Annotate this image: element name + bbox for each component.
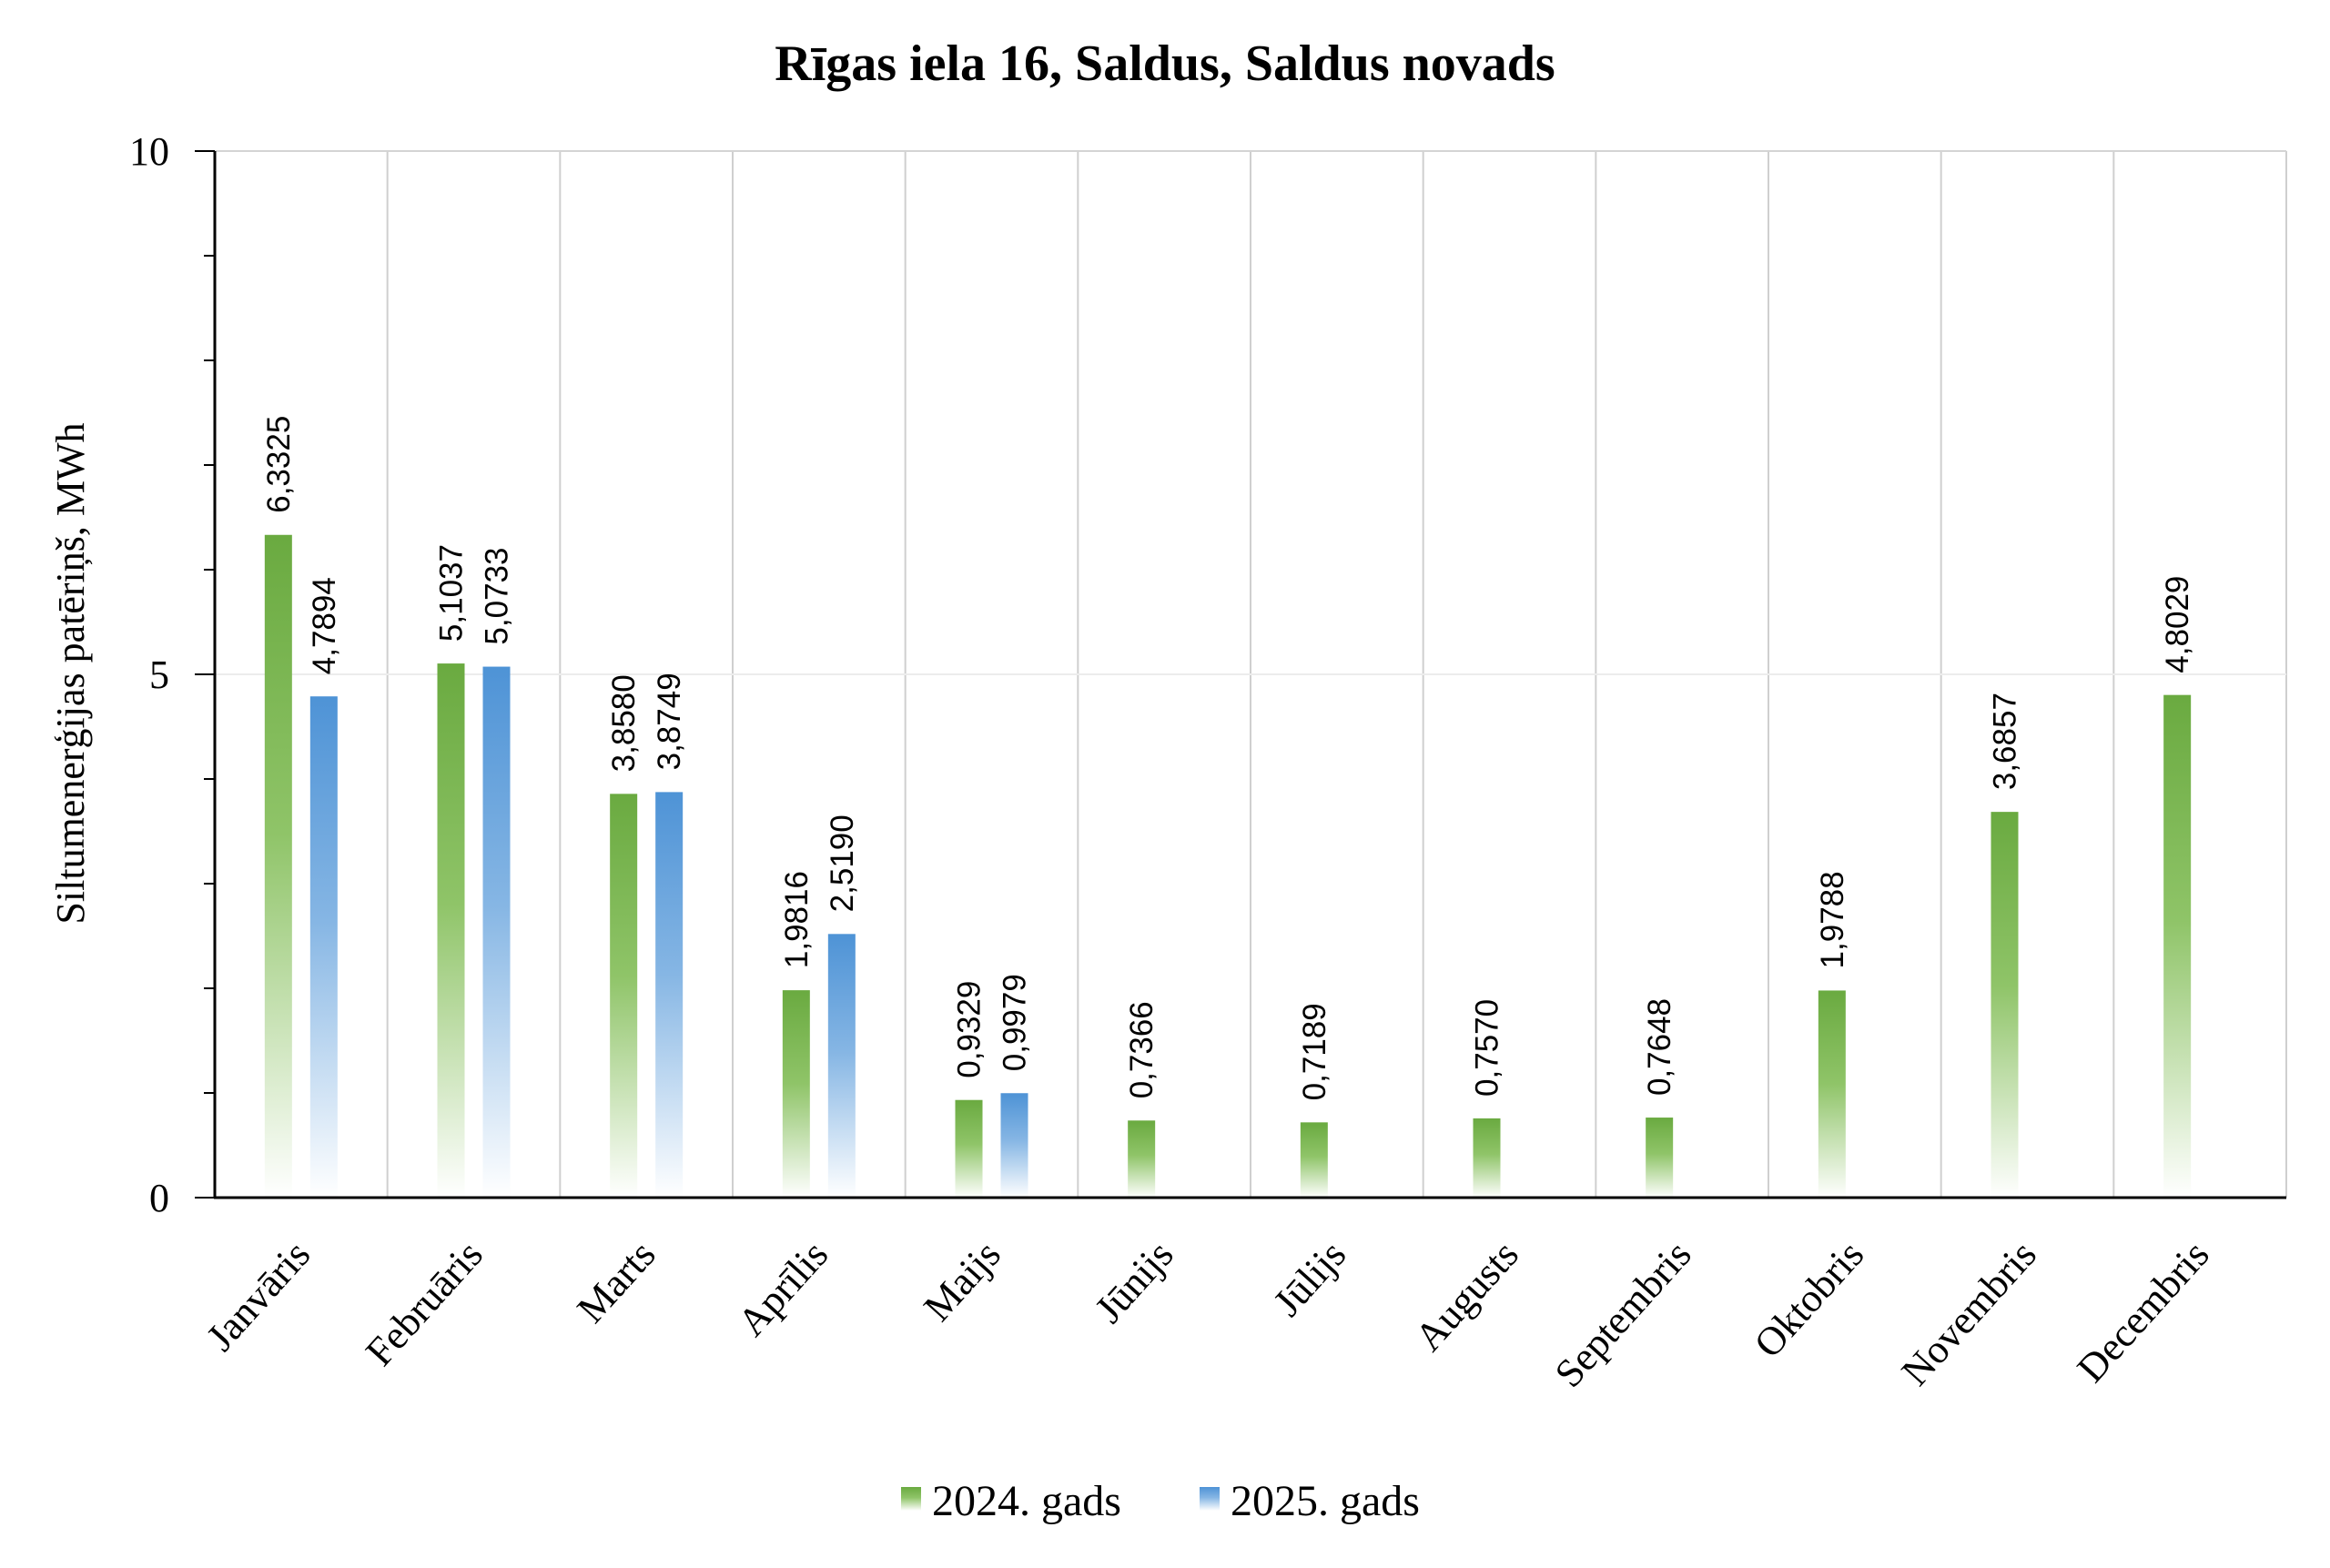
bar-2024 <box>1473 1118 1501 1198</box>
bar-2024 <box>955 1099 983 1198</box>
data-label: 4,7894 <box>307 577 342 674</box>
bar-2024 <box>2163 694 2192 1198</box>
bar-2024 <box>437 663 465 1198</box>
x-tick-label: Jūnijs <box>1086 1232 1181 1331</box>
x-tick-labels: Janvāris Februāris Marts Aprīlis Maijs Jūnijs… <box>198 1232 2217 1396</box>
bar-2025 <box>482 666 511 1198</box>
y-axis-label: Siltumenerģijas patēriņš, MWh <box>48 422 93 924</box>
x-tick-label: Janvāris <box>198 1232 319 1360</box>
data-label: 2,5190 <box>825 814 860 912</box>
data-label: 0,7570 <box>1470 999 1505 1097</box>
x-tick-label: Decembris <box>2069 1232 2218 1391</box>
x-tick-label: Oktobris <box>1746 1232 1872 1366</box>
bar-2025 <box>309 696 338 1198</box>
bar-2024 <box>1818 990 1846 1198</box>
bar-2024 <box>1991 812 2019 1198</box>
x-tick-label: Jūlijs <box>1265 1232 1355 1325</box>
bars <box>264 534 2192 1198</box>
x-tick-label: Novembris <box>1893 1232 2045 1394</box>
chart-title: Rīgas iela 16, Saldus, Saldus novads <box>775 35 1555 92</box>
data-label: 0,7366 <box>1124 1001 1160 1098</box>
data-label: 0,7189 <box>1297 1003 1332 1100</box>
data-labels: 6,3325 5,1037 3,8580 1,9816 0,9329 0,7366 0,71… <box>261 416 2195 1101</box>
y-tick-label: 0 <box>149 1176 169 1220</box>
data-label: 0,9329 <box>952 981 988 1078</box>
bar-2025 <box>655 792 684 1198</box>
axes <box>195 150 2286 1199</box>
bar-2024 <box>1128 1120 1156 1198</box>
x-tick-label: Februāris <box>357 1232 491 1374</box>
x-tick-label: Aprīlis <box>729 1232 836 1345</box>
data-label: 3,8749 <box>652 673 687 770</box>
data-label: 5,1037 <box>434 544 470 642</box>
x-tick-label: Septembris <box>1546 1232 1700 1396</box>
data-label: 6,3325 <box>261 416 297 513</box>
legend-swatch-2025 <box>1200 1487 1220 1511</box>
bar-2024 <box>782 990 810 1198</box>
bar-2024 <box>610 794 638 1198</box>
data-label: 1,9788 <box>1815 871 1850 968</box>
y-tick-label: 10 <box>129 129 169 174</box>
x-tick-label: Maijs <box>915 1232 1008 1330</box>
grid <box>215 150 2287 1198</box>
legend-label: 2025. gads <box>1231 1477 1420 1525</box>
data-label: 5,0733 <box>480 548 515 645</box>
y-tick-label: 5 <box>149 652 169 697</box>
legend-swatch-2024 <box>901 1487 921 1511</box>
x-tick-label: Marts <box>568 1232 664 1331</box>
data-label: 0,9979 <box>998 974 1033 1071</box>
data-label: 1,9816 <box>779 871 815 968</box>
bar-2025 <box>827 934 856 1198</box>
bar-2024 <box>1646 1118 1674 1198</box>
x-tick-label: Augusts <box>1406 1232 1527 1360</box>
legend: 2024. gads 2025. gads <box>901 1477 1420 1525</box>
data-label: 4,8029 <box>2160 576 2195 673</box>
y-tick-labels: 0 5 10 <box>129 129 169 1220</box>
data-label: 3,8580 <box>606 674 642 772</box>
legend-label: 2024. gads <box>932 1477 1121 1525</box>
bar-2024 <box>264 534 292 1198</box>
bar-2024 <box>1300 1122 1328 1198</box>
data-label: 0,7648 <box>1642 998 1677 1096</box>
data-label: 3,6857 <box>1988 693 2023 790</box>
bar-2025 <box>1000 1093 1028 1198</box>
